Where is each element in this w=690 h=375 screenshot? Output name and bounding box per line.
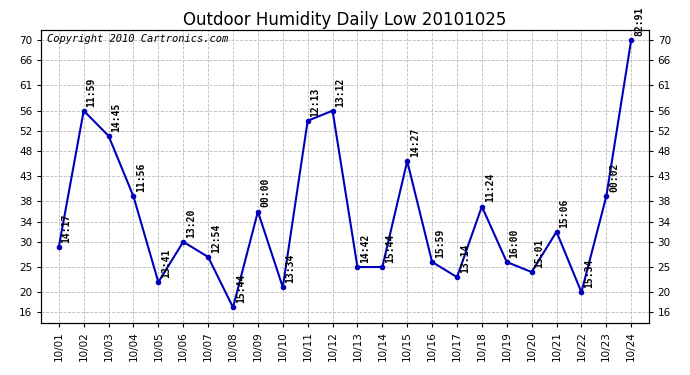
Text: 13:41: 13:41 <box>161 249 171 278</box>
Text: 16:00: 16:00 <box>509 228 520 258</box>
Text: 15:06: 15:06 <box>560 198 569 228</box>
Text: 15:44: 15:44 <box>385 234 395 263</box>
Text: 13:12: 13:12 <box>335 77 345 106</box>
Text: 13:14: 13:14 <box>460 244 470 273</box>
Text: 15:34: 15:34 <box>584 259 594 288</box>
Text: 14:42: 14:42 <box>360 234 371 263</box>
Text: 11:24: 11:24 <box>484 173 495 202</box>
Text: 13:34: 13:34 <box>286 254 295 283</box>
Text: 14:17: 14:17 <box>61 213 72 243</box>
Text: 13:20: 13:20 <box>186 208 196 238</box>
Text: Outdoor Humidity Daily Low 20101025: Outdoor Humidity Daily Low 20101025 <box>184 11 506 29</box>
Text: 14:45: 14:45 <box>111 102 121 132</box>
Text: 15:01: 15:01 <box>535 238 544 268</box>
Text: 14:27: 14:27 <box>410 128 420 157</box>
Text: 11:56: 11:56 <box>136 163 146 192</box>
Text: 00:00: 00:00 <box>261 178 270 207</box>
Text: 82:91: 82:91 <box>634 6 644 36</box>
Text: 15:59: 15:59 <box>435 228 445 258</box>
Text: Copyright 2010 Cartronics.com: Copyright 2010 Cartronics.com <box>48 34 228 44</box>
Text: 11:59: 11:59 <box>86 77 97 106</box>
Text: 00:02: 00:02 <box>609 163 619 192</box>
Text: 15:44: 15:44 <box>236 274 246 303</box>
Text: 12:54: 12:54 <box>211 224 221 253</box>
Text: 12:13: 12:13 <box>310 87 320 117</box>
